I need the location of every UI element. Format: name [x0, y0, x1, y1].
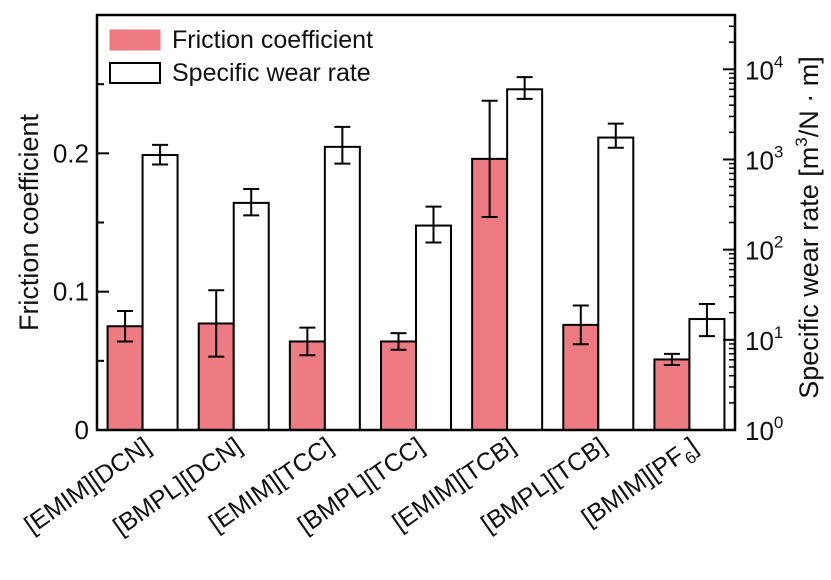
left-tick-label: 0.2 — [53, 138, 89, 168]
right-tick-label: 101 — [745, 323, 783, 356]
friction-bar — [471, 157, 509, 431]
left-axis-title: Friction coefficient — [14, 113, 44, 331]
left-tick-label: 0.1 — [53, 277, 89, 307]
wear-rate-bar — [232, 201, 270, 431]
right-tick-label: 102 — [745, 233, 783, 266]
wear-rate-bar — [415, 224, 452, 431]
legend-label-wear-rate: Specific wear rate — [172, 59, 371, 87]
wear-rate-bar — [141, 154, 179, 431]
wear-rate-bar — [688, 318, 726, 432]
right-tick-label: 103 — [745, 142, 783, 175]
wear-rate-bar — [506, 88, 544, 431]
friction-bar — [380, 340, 417, 432]
right-tick-label: 104 — [745, 52, 783, 85]
legend-swatch-wear-rate — [109, 62, 161, 84]
friction-bar — [653, 358, 691, 432]
left-tick-label: 0 — [75, 415, 89, 445]
legend-label-friction: Friction coefficient — [172, 26, 373, 54]
legend-swatch-friction — [109, 29, 161, 51]
right-tick-label: 100 — [745, 413, 783, 446]
wear-rate-bar — [597, 136, 635, 432]
wear-rate-bar — [323, 145, 361, 431]
right-axis-title: Specific wear rate [m3/N · m] — [792, 56, 824, 399]
